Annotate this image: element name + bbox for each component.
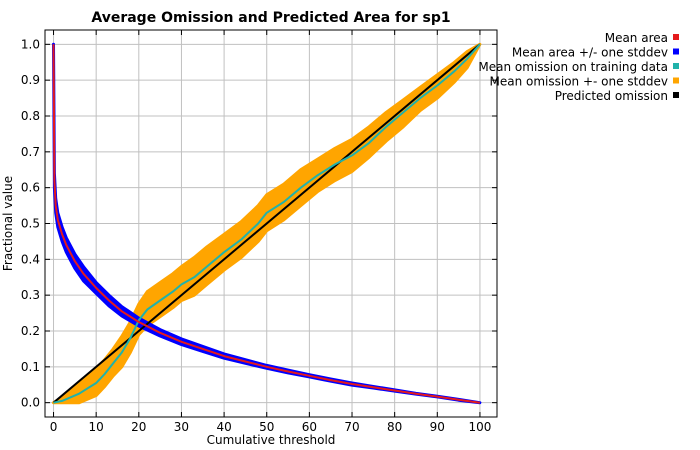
- series-lines: [52, 43, 481, 404]
- ticks: 0 10 20 30 40 50 60 70 80 90 100 0.0 0.1 0.2 0.3 0.4 0.5…: [21, 30, 497, 434]
- x-tick-label: 60: [302, 420, 317, 434]
- x-tick-label: 80: [387, 420, 402, 434]
- y-tick-label: 0.0: [21, 396, 40, 410]
- y-tick-label: 0.8: [21, 109, 40, 123]
- line-mean-area: [52, 44, 481, 404]
- x-axis-label: Cumulative threshold: [207, 433, 336, 447]
- x-tick-label: 100: [468, 420, 491, 434]
- legend-swatch: [673, 77, 679, 84]
- line-predicted-omission: [52, 43, 481, 404]
- legend-swatch: [673, 63, 679, 69]
- x-tick-label: 0: [50, 420, 58, 434]
- legend-swatch: [673, 48, 679, 55]
- y-tick-label: 0.1: [21, 360, 40, 374]
- y-tick-label: 1.0: [21, 37, 40, 51]
- legend-label: Mean omission +- one stddev: [490, 75, 669, 89]
- y-axis-label: Fractional value: [1, 176, 15, 271]
- legend-swatch: [673, 92, 679, 98]
- legend-label: Mean omission on training data: [478, 60, 668, 74]
- x-tick-label: 40: [216, 420, 231, 434]
- y-tick-label: 0.7: [21, 145, 40, 159]
- y-tick-label: 0.3: [21, 288, 40, 302]
- y-tick-label: 0.6: [21, 181, 40, 195]
- x-tick-label: 20: [131, 420, 146, 434]
- chart-title: Average Omission and Predicted Area for …: [91, 10, 450, 26]
- legend-swatch: [673, 34, 679, 40]
- x-tick-label: 50: [259, 420, 274, 434]
- x-tick-label: 10: [89, 420, 104, 434]
- y-tick-label: 0.9: [21, 73, 40, 87]
- legend-label: Mean area: [605, 31, 668, 45]
- legend-label: Mean area +/- one stddev: [512, 46, 668, 60]
- y-tick-label: 0.5: [21, 217, 40, 231]
- x-tick-label: 90: [430, 420, 445, 434]
- y-tick-label: 0.2: [21, 324, 40, 338]
- x-tick-label: 30: [174, 420, 189, 434]
- legend-label: Predicted omission: [555, 89, 668, 103]
- line-mean-omission-on-training-data: [53, 43, 481, 404]
- x-tick-label: 70: [344, 420, 359, 434]
- y-tick-label: 0.4: [21, 252, 40, 266]
